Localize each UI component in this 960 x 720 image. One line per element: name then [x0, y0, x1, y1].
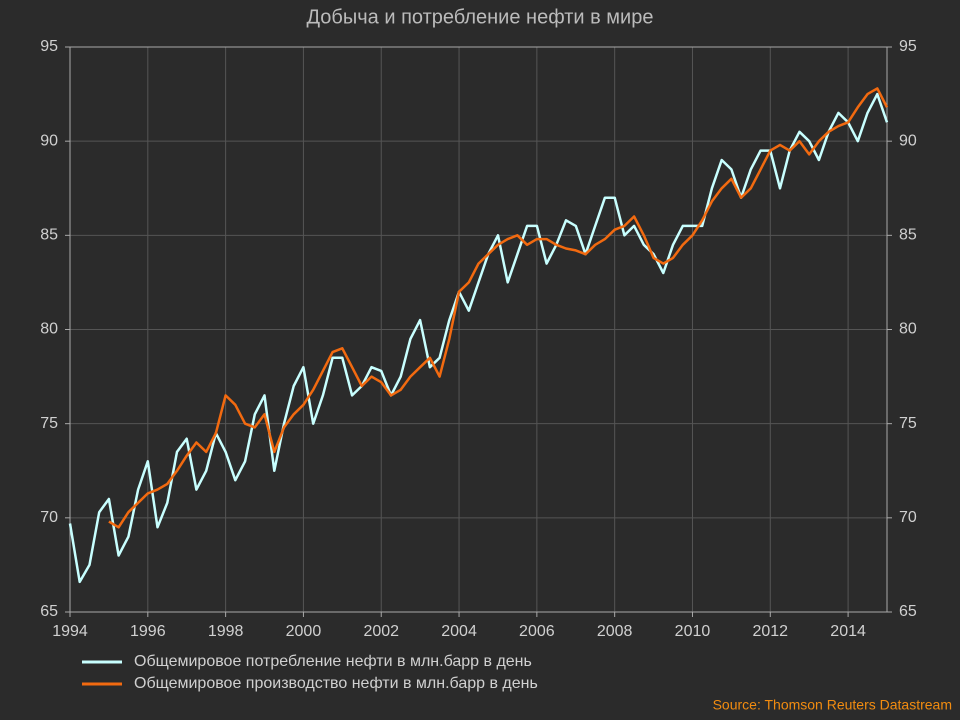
legend-label: Общемировое потребление нефти в млн.барр…: [134, 653, 532, 670]
y-tick-label: 65: [40, 603, 58, 620]
x-tick-label: 2010: [675, 623, 711, 640]
series-line: [108, 87, 889, 529]
y2-tick-label: 95: [899, 38, 917, 55]
y-tick-label: 90: [40, 132, 58, 149]
x-tick-label: 2006: [519, 623, 555, 640]
x-tick-label: 1994: [52, 623, 88, 640]
y2-tick-label: 85: [899, 227, 917, 244]
series-line: [68, 92, 889, 584]
x-tick-label: 2004: [441, 623, 477, 640]
source: Source: Thomson Reuters Datastream: [713, 697, 952, 713]
x-tick-label: 2002: [363, 623, 399, 640]
y-tick-label: 85: [40, 227, 58, 244]
x-tick-label: 2008: [597, 623, 633, 640]
y2-tick-label: 70: [899, 509, 917, 526]
chart-title: Добыча и потребление нефти в мире: [307, 6, 654, 28]
x-tick-label: 1996: [130, 623, 166, 640]
y2-tick-label: 80: [899, 321, 917, 338]
x-tick-label: 2014: [830, 623, 866, 640]
y-tick-label: 75: [40, 415, 58, 432]
y-tick-label: 95: [40, 38, 58, 55]
y2-tick-label: 65: [899, 603, 917, 620]
legend-label: Общемировое производство нефти в млн.бар…: [134, 675, 538, 692]
plot-frame: [69, 46, 888, 613]
y-tick-label: 80: [40, 321, 58, 338]
y-tick-label: 70: [40, 509, 58, 526]
y2-tick-label: 90: [899, 132, 917, 149]
y2-tick-label: 75: [899, 415, 917, 432]
x-tick-label: 2012: [752, 623, 788, 640]
x-tick-label: 1998: [208, 623, 244, 640]
x-tick-label: 2000: [286, 623, 322, 640]
